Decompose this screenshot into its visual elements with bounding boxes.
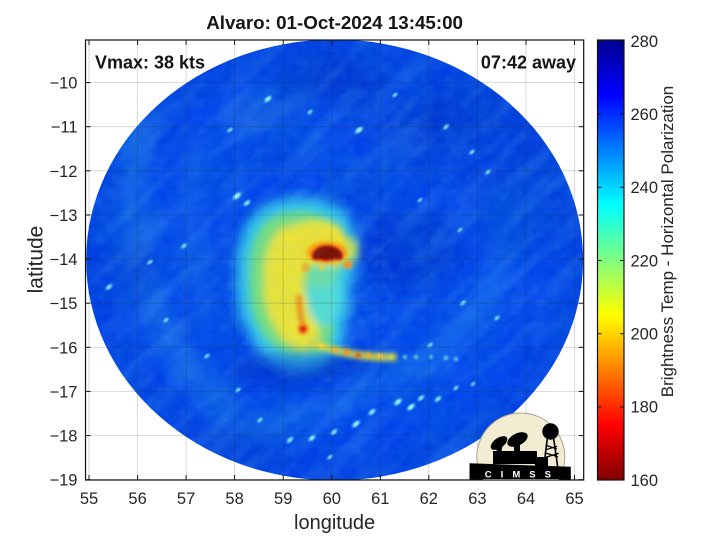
svg-text:−19: −19 [50,472,78,490]
svg-text:−11: −11 [51,119,78,137]
svg-text:220: 220 [631,252,659,270]
svg-text:Vmax: 38 kts: Vmax: 38 kts [95,53,205,73]
svg-text:55: 55 [80,490,98,508]
svg-text:57: 57 [177,490,195,508]
svg-text:−18: −18 [50,428,78,446]
svg-text:63: 63 [468,490,486,508]
svg-text:58: 58 [225,490,243,508]
svg-text:65: 65 [565,490,583,508]
svg-text:−14: −14 [50,251,78,269]
svg-text:240: 240 [631,179,659,197]
svg-text:260: 260 [631,106,659,124]
svg-text:56: 56 [128,490,146,508]
svg-text:160: 160 [631,472,659,490]
svg-text:latitude: latitude [25,226,48,294]
svg-text:180: 180 [631,399,659,417]
svg-text:−12: −12 [50,163,78,181]
svg-text:07:42 away: 07:42 away [481,53,576,73]
svg-text:−17: −17 [50,383,78,401]
svg-text:61: 61 [371,490,389,508]
svg-text:−10: −10 [50,75,78,93]
svg-text:59: 59 [274,490,292,508]
svg-text:Brightness Temp - Horizontal P: Brightness Temp - Horizontal Polarizatio… [658,86,677,398]
svg-text:62: 62 [420,490,438,508]
svg-text:Alvaro: 01-Oct-2024 13:45:00: Alvaro: 01-Oct-2024 13:45:00 [206,12,463,33]
svg-text:64: 64 [517,490,535,508]
svg-text:−16: −16 [50,339,78,357]
svg-text:−15: −15 [50,295,78,313]
svg-text:60: 60 [323,490,341,508]
svg-text:−13: −13 [50,207,78,225]
svg-text:longitude: longitude [294,512,375,534]
svg-text:200: 200 [631,326,659,344]
svg-text:280: 280 [631,33,659,51]
svg-text:C I M S S: C I M S S [485,470,554,481]
